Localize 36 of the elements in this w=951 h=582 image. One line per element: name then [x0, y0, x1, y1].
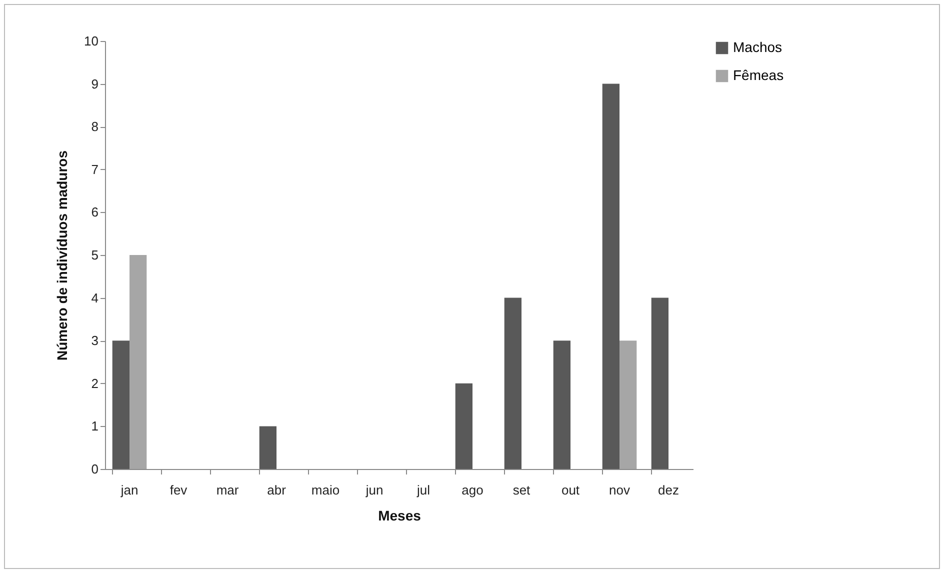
bar — [620, 340, 637, 469]
x-tick-label: fev — [170, 482, 188, 498]
y-tick-label: 2 — [91, 376, 98, 391]
x-tick-label: abr — [267, 482, 287, 498]
bar — [651, 298, 668, 469]
y-tick-label: 5 — [91, 248, 98, 262]
bar — [602, 84, 620, 469]
y-tick-label: 6 — [91, 204, 98, 220]
legend-label: Fêmeas — [733, 67, 784, 83]
y-tick-label: 7 — [91, 162, 98, 177]
x-tick-label: dez — [658, 482, 679, 498]
bar — [504, 298, 522, 469]
y-tick-label: 4 — [91, 290, 98, 306]
bar — [553, 340, 570, 469]
y-tick-label: 8 — [91, 119, 98, 134]
x-tick-label: mar — [216, 482, 240, 498]
x-axis-title: Meses — [378, 508, 422, 524]
y-tick-label: 10 — [84, 34, 98, 48]
bar — [130, 255, 147, 469]
x-tick-label: ago — [462, 482, 484, 498]
bar — [259, 426, 276, 469]
y-tick-label: 0 — [91, 462, 98, 476]
y-tick-label: 1 — [91, 418, 98, 434]
y-axis-title: Número de indivíduos maduros — [54, 150, 70, 361]
x-tick-label: nov — [609, 482, 630, 498]
bar — [112, 340, 130, 469]
x-tick-label: jul — [416, 482, 430, 498]
bar — [455, 383, 472, 469]
x-tick-label: jun — [364, 482, 384, 498]
y-tick-label: 3 — [91, 333, 98, 348]
x-tick-label: out — [561, 482, 580, 498]
y-tick-label: 9 — [91, 76, 98, 92]
x-tick-label: jan — [120, 482, 138, 498]
x-tick-label: maio — [311, 482, 340, 498]
legend-label: Machos — [733, 39, 782, 55]
x-tick-label: set — [512, 482, 531, 498]
